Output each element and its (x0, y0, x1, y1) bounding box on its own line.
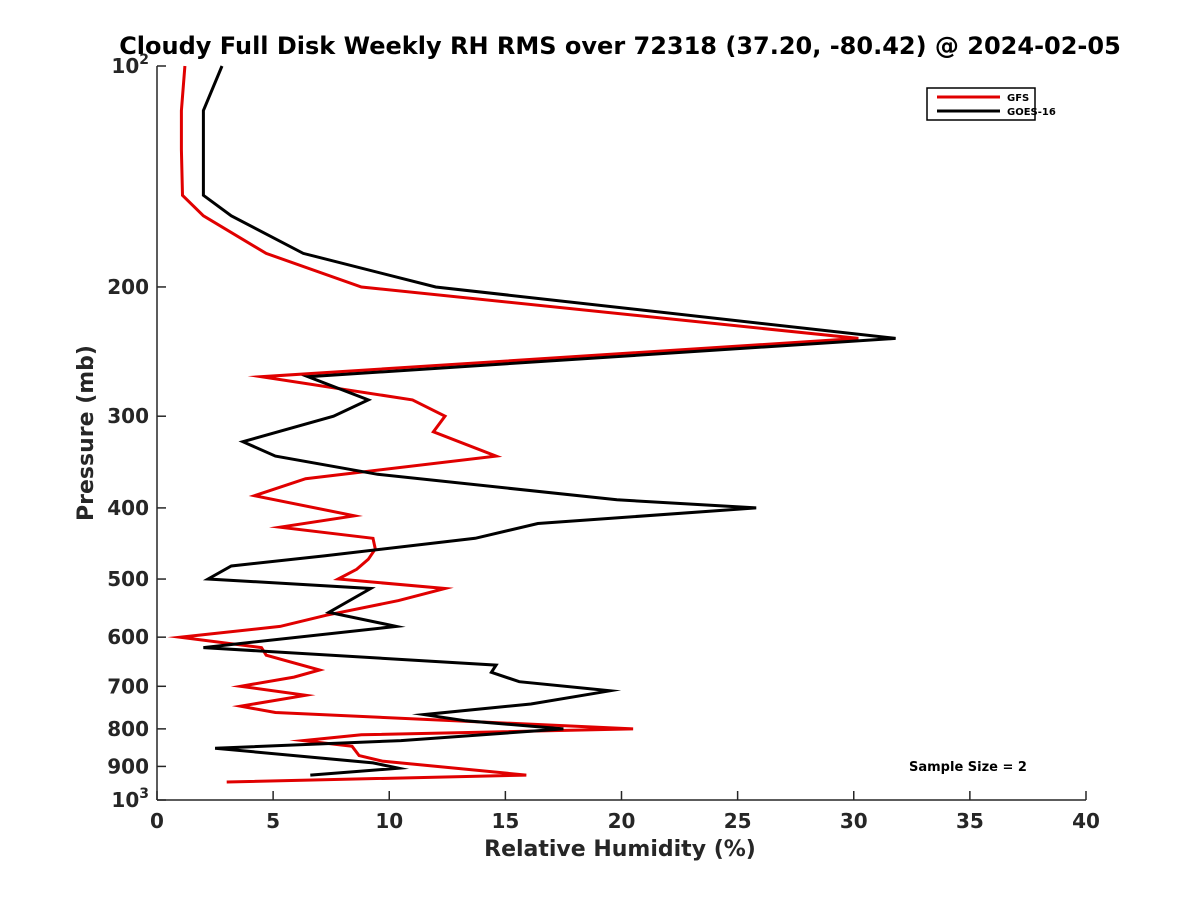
series-layer (167, 65, 896, 784)
y-tick-label: 103 (111, 786, 149, 812)
y-tick-label: 600 (107, 625, 149, 649)
y-tick-label: 200 (107, 275, 149, 299)
series-line-gfs (167, 65, 859, 784)
x-axis-label: Relative Humidity (%) (484, 837, 756, 862)
y-tick-label: 900 (107, 754, 149, 778)
series-line-goes-16 (201, 65, 896, 777)
axes: 0 5 10 15 20 25 30 35 40 102 200 300 400 500 600 700 800… (107, 52, 1100, 833)
y-tick-label: 700 (107, 674, 149, 698)
y-tick-label: 400 (107, 496, 149, 520)
chart-title: Cloudy Full Disk Weekly RH RMS over 7231… (119, 32, 1121, 60)
legend-label-goes-16: GOES-16 (1007, 107, 1056, 118)
legend: GFS GOES-16 (926, 87, 1056, 121)
y-tick-label: 800 (107, 717, 149, 741)
y-tick-label: 300 (107, 404, 149, 428)
x-tick-label: 35 (956, 809, 984, 833)
x-tick-label: 40 (1072, 809, 1100, 833)
y-tick-label: 500 (107, 567, 149, 591)
sample-size-annotation: Sample Size = 2 (909, 760, 1027, 775)
x-tick-label: 25 (724, 809, 752, 833)
x-tick-label: 10 (375, 809, 403, 833)
y-axis-label: Pressure (mb) (74, 345, 99, 521)
x-tick-label: 30 (840, 809, 868, 833)
x-tick-label: 15 (491, 809, 519, 833)
x-tick-label: 0 (150, 809, 164, 833)
x-tick-label: 5 (266, 809, 280, 833)
x-tick-label: 20 (608, 809, 636, 833)
legend-box (926, 87, 1036, 121)
y-tick-label: 102 (111, 52, 149, 78)
legend-label-gfs: GFS (1007, 93, 1029, 104)
